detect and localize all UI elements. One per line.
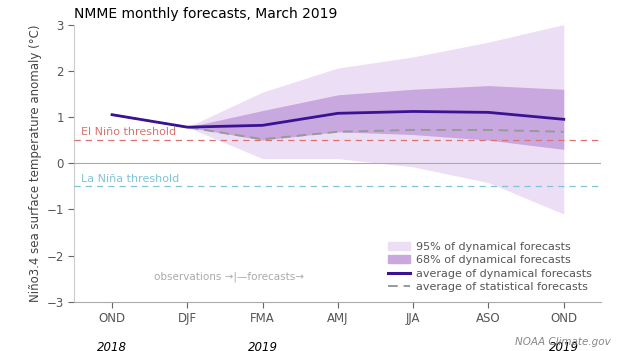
Y-axis label: Niño3.4 sea surface temperature anomaly (°C): Niño3.4 sea surface temperature anomaly …: [29, 25, 42, 302]
Text: El Niño threshold: El Niño threshold: [81, 127, 176, 137]
Text: 2019: 2019: [247, 341, 278, 351]
Text: 2019: 2019: [549, 341, 578, 351]
Text: La Niña threshold: La Niña threshold: [81, 173, 179, 184]
Text: observations →|—forecasts→: observations →|—forecasts→: [154, 271, 304, 282]
Text: NMME monthly forecasts, March 2019: NMME monthly forecasts, March 2019: [74, 7, 338, 21]
Legend: 95% of dynamical forecasts, 68% of dynamical forecasts, average of dynamical for: 95% of dynamical forecasts, 68% of dynam…: [383, 237, 596, 296]
Text: 2018: 2018: [97, 341, 127, 351]
Text: NOAA Climate.gov: NOAA Climate.gov: [515, 338, 611, 347]
